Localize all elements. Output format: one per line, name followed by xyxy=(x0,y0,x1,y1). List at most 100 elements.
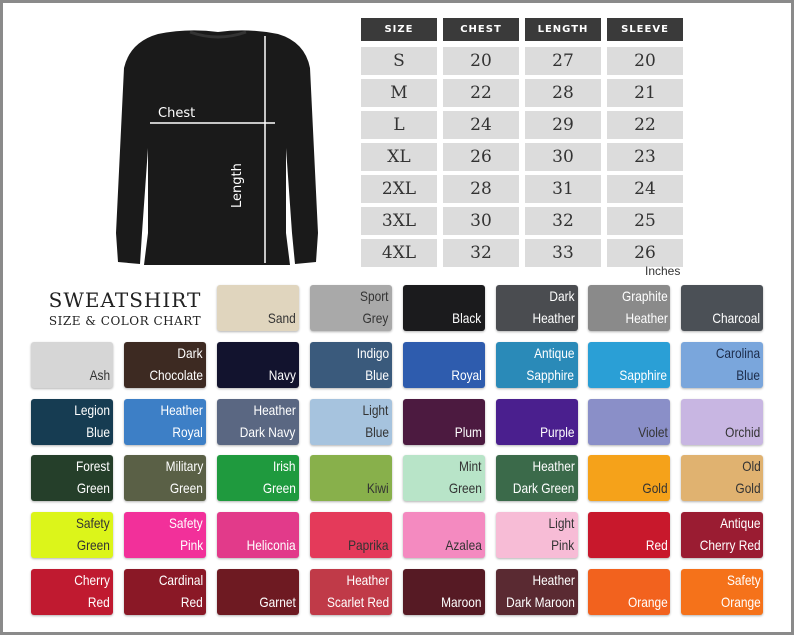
color-name-line: Grey xyxy=(362,310,389,326)
color-name-line: Safety xyxy=(169,515,203,532)
color-name-line: Cherry xyxy=(74,572,110,588)
color-name-line: Green xyxy=(169,480,203,497)
color-swatch: SandSand xyxy=(216,285,299,331)
color-name-line: Cardinal xyxy=(158,572,203,588)
color-name-line: Dark xyxy=(177,344,203,361)
color-name-line: Light xyxy=(362,401,389,418)
color-name-line: Navy xyxy=(268,366,296,383)
color-swatch: Light BlueLightBlue xyxy=(309,398,392,445)
color-name-line: Charcoal xyxy=(712,310,761,326)
color-name-line: Pink xyxy=(551,537,575,554)
table-cell: 23 xyxy=(607,143,683,171)
color-swatch: BlackBlack xyxy=(402,285,485,331)
table-cell: 27 xyxy=(525,47,601,75)
color-name-line: Heather xyxy=(532,458,575,475)
color-name-line: Red xyxy=(88,594,110,610)
table-cell: 30 xyxy=(443,207,519,235)
color-swatch: Antique SapphireAntiqueSapphire xyxy=(495,341,578,388)
length-label: Length xyxy=(230,163,245,208)
table-cell: 32 xyxy=(443,239,519,267)
color-name-line: Maroon xyxy=(441,594,482,610)
table-header: LENGTH xyxy=(525,18,601,41)
table-cell: L xyxy=(361,111,437,139)
color-swatch: HeliconiaHeliconia xyxy=(216,512,299,559)
color-name-line: Purple xyxy=(540,423,575,440)
color-name-line: Ash xyxy=(89,366,110,383)
color-name-line: Legion xyxy=(74,401,110,418)
color-name-line: Orchid xyxy=(725,423,761,440)
color-name-line: Dark xyxy=(549,288,575,304)
color-name-line: Garnet xyxy=(259,594,296,610)
color-swatch: Safety GreenSafetyGreen xyxy=(31,512,113,559)
table-header: SIZE xyxy=(361,18,437,41)
color-name-line: Plum xyxy=(454,423,482,440)
table-cell: 22 xyxy=(443,79,519,107)
color-name-line: Irish xyxy=(273,458,296,475)
color-name-line: Blue xyxy=(364,423,389,440)
sweatshirt-diagram: Chest Length xyxy=(110,28,325,268)
color-name-line: Graphite xyxy=(621,288,668,304)
color-name-line: Pink xyxy=(179,537,203,554)
color-name-line: Old xyxy=(741,458,761,475)
sweatshirt-image xyxy=(116,30,318,266)
color-name-line: Azalea xyxy=(445,537,482,554)
color-swatch: Forest GreenForestGreen xyxy=(31,455,113,502)
table-cell: 2XL xyxy=(361,175,437,203)
color-name-line: Kiwi xyxy=(366,480,389,497)
table-cell: M xyxy=(361,79,437,107)
color-swatch: PurplePurple xyxy=(495,398,578,445)
table-cell: XL xyxy=(361,143,437,171)
table-cell: 26 xyxy=(443,143,519,171)
color-swatch: PaprikaPaprika xyxy=(309,512,392,559)
color-name-line: Heliconia xyxy=(246,537,296,554)
table-cell: 33 xyxy=(525,239,601,267)
color-name-line: Heather xyxy=(253,401,296,418)
color-name-line: Sapphire xyxy=(526,366,575,383)
color-name-line: Orange xyxy=(720,594,761,610)
color-swatch: GarnetGarnet xyxy=(216,569,299,615)
table-header: CHEST xyxy=(443,18,519,41)
color-name-line: Royal xyxy=(451,366,482,383)
color-name-line: Sand xyxy=(267,310,296,326)
table-cell: 26 xyxy=(607,239,683,267)
table-cell: 25 xyxy=(607,207,683,235)
color-swatch: Indigo BlueIndigoBlue xyxy=(309,341,392,388)
color-swatch: GoldGold xyxy=(588,455,671,502)
color-name-line: Sport xyxy=(360,288,389,304)
color-swatch: Dark ChocolateDarkChocolate xyxy=(123,341,206,388)
title-line1: SWEATSHIRT xyxy=(48,288,202,312)
color-name-line: Orange xyxy=(627,594,668,610)
color-name-line: Safety xyxy=(76,515,110,532)
table-cell: 30 xyxy=(525,143,601,171)
chart-title: SWEATSHIRT SIZE & COLOR CHART xyxy=(30,288,220,328)
color-swatch: Dark HeatherDarkHeather xyxy=(495,285,578,331)
table-cell: 20 xyxy=(607,47,683,75)
color-name-line: Green xyxy=(76,537,110,554)
color-name-line: Dark Green xyxy=(512,480,575,497)
color-swatch: KiwiKiwi xyxy=(309,455,392,502)
color-name-line: Red xyxy=(645,537,668,554)
color-swatch: Heather Dark NavyHeatherDark Navy xyxy=(216,398,299,445)
color-name-line: Red xyxy=(181,594,203,610)
color-swatch: Heather RoyalHeatherRoyal xyxy=(123,398,206,445)
color-name-line: Dark Maroon xyxy=(505,594,575,610)
color-name-line: Green xyxy=(262,480,296,497)
color-name-line: Antique xyxy=(534,344,575,361)
color-name-line: Antique xyxy=(719,515,761,532)
color-swatch: AshAsh xyxy=(31,341,113,388)
table-cell: 29 xyxy=(525,111,601,139)
color-name-line: Safety xyxy=(726,572,761,588)
color-swatch: OrchidOrchid xyxy=(681,398,764,445)
color-name-line: Heather xyxy=(532,572,575,588)
chest-label: Chest xyxy=(158,106,196,121)
color-swatch: MaroonMaroon xyxy=(402,569,485,615)
